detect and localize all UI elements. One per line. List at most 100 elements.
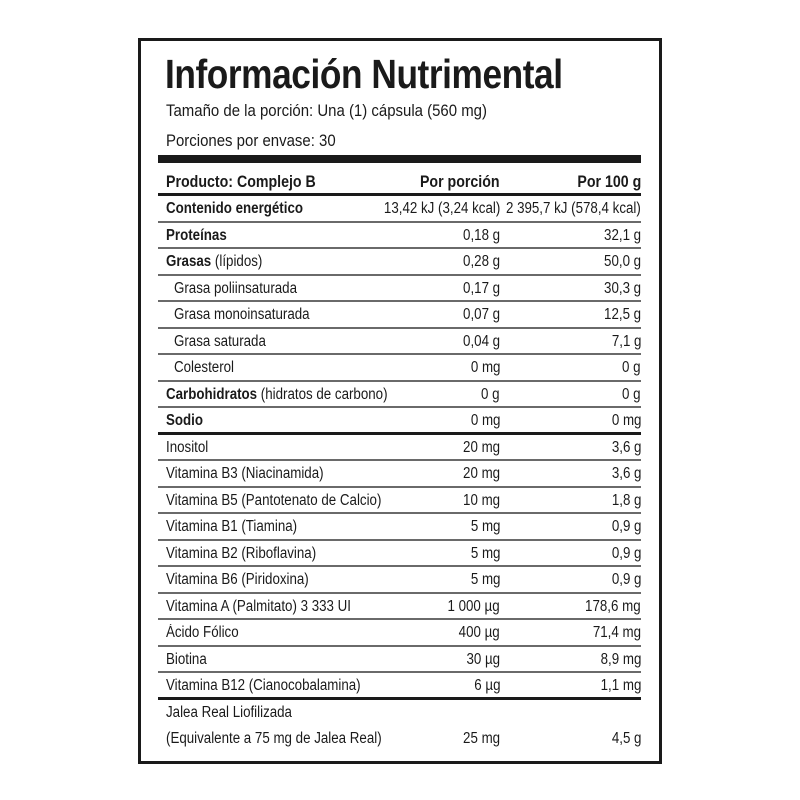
nutrient-name: Vitamina B5 (Pantotenato de Calcio) <box>166 492 381 510</box>
value-per-serving: 13,42 kJ (3,24 kcal) <box>383 200 500 217</box>
nutrient-name-text: Colesterol <box>174 359 235 376</box>
nutrient-name-bold: Contenido energético <box>166 200 304 217</box>
nutrient-name-text: Grasa poliinsaturada <box>174 279 298 297</box>
table-row: Vitamina B1 (Tiamina) 5 mg 0,9 g <box>158 514 641 541</box>
table-row: Inositol 20 mg 3,6 g <box>158 435 641 461</box>
nutrition-facts-label: Información Nutrimental Tamaño de la por… <box>138 38 662 764</box>
value-per-serving: 6 µg <box>473 677 500 694</box>
serving-size: Tamaño de la porción: Una (1) cápsula (5… <box>166 101 487 120</box>
nutrient-name: Grasas (lípidos) <box>166 253 262 271</box>
nutrient-name: Vitamina B2 (Riboflavina) <box>166 545 316 563</box>
nutrient-name: Biotina <box>166 651 207 669</box>
value-per-100g: 50,0 g <box>603 253 641 270</box>
value-per-100g: 30,3 g <box>603 279 641 297</box>
header-product: Producto: Complejo B <box>166 173 316 191</box>
value-per-100g: 2 395,7 kJ (578,4 kcal) <box>506 200 641 217</box>
nutrient-name-text: (lípidos) <box>211 253 263 270</box>
nutrient-name-bold: Proteínas <box>166 226 227 244</box>
value-per-100g: 3,6 g <box>611 465 641 482</box>
table-row: Contenido energético 13,42 kJ (3,24 kcal)… <box>158 196 641 223</box>
value-per-100g: 0 g <box>622 385 641 403</box>
table-row: (Equivalente a 75 mg de Jalea Real) 25 mg… <box>158 726 641 753</box>
table-row: Grasa poliinsaturada 0,17 g 30,3 g <box>158 276 641 302</box>
table-header: Producto: Complejo B Por porción Por 100… <box>158 166 641 196</box>
nutrient-name: Ácido Fólico <box>166 624 239 642</box>
value-per-serving: 0,04 g <box>462 332 500 350</box>
nutrient-name-text: Vitamina B5 (Pantotenato de Calcio) <box>166 491 382 509</box>
value-per-serving: 0,18 g <box>462 226 500 244</box>
nutrient-name-text: Grasa saturada <box>174 332 266 350</box>
value-per-serving: 20 mg <box>462 438 500 456</box>
nutrient-name: Sodio <box>166 412 203 430</box>
value-per-100g: 12,5 g <box>603 306 641 323</box>
nutrient-name: Vitamina B12 (Cianocobalamina) <box>166 677 361 695</box>
nutrient-name: Contenido energético <box>166 200 303 218</box>
nutrient-name-text: (hidratos de carbono) <box>257 385 388 403</box>
header-per-serving: Por porción <box>420 173 500 191</box>
value-per-100g: 178,6 mg <box>585 597 641 615</box>
value-per-serving: 0 mg <box>470 412 500 429</box>
nutrient-name: (Equivalente a 75 mg de Jalea Real) <box>166 730 382 748</box>
value-per-100g: 71,4 mg <box>592 624 641 641</box>
value-per-100g: 3,6 g <box>611 438 641 456</box>
nutrient-name: Vitamina B3 (Niacinamida) <box>166 465 324 483</box>
nutrient-name-text: Vitamina A (Palmitato) 3 333 UI <box>166 597 351 615</box>
nutrient-name-text: Jalea Real Liofilizada <box>166 703 292 721</box>
nutrient-name-text: (Equivalente a 75 mg de Jalea Real) <box>166 730 382 747</box>
nutrient-name: Jalea Real Liofilizada <box>166 704 292 722</box>
nutrient-name-text: Ácido Fólico <box>166 624 239 641</box>
value-per-serving: 5 mg <box>470 544 500 562</box>
nutrient-name-text: Vitamina B3 (Niacinamida) <box>166 465 324 482</box>
value-per-100g: 0,9 g <box>611 518 641 535</box>
value-per-100g: 4,5 g <box>611 730 641 747</box>
table-row: Biotina 30 µg 8,9 mg <box>158 647 641 673</box>
value-per-serving: 30 µg <box>466 650 500 668</box>
value-per-serving: 0,17 g <box>462 279 500 297</box>
value-per-serving: 5 mg <box>470 518 500 535</box>
table-row: Proteínas 0,18 g 32,1 g <box>158 223 641 249</box>
nutrient-name: Vitamina B1 (Tiamina) <box>166 518 297 536</box>
value-per-serving: 5 mg <box>470 571 500 588</box>
table-row: Carbohidratos (hidratos de carbono) 0 g 0 … <box>158 382 641 408</box>
nutrient-name: Colesterol <box>174 359 234 377</box>
value-per-serving: 1 000 µg <box>447 597 500 615</box>
nutrient-name-text: Vitamina B2 (Riboflavina) <box>166 544 317 562</box>
nutrient-name-text: Inositol <box>166 438 209 456</box>
table-row: Vitamina B2 (Riboflavina) 5 mg 0,9 g <box>158 541 641 567</box>
nutrient-name-text: Grasa monoinsaturada <box>174 306 310 323</box>
value-per-serving: 0,28 g <box>462 253 500 270</box>
nutrient-name: Grasa poliinsaturada <box>174 280 297 298</box>
table-row: Grasa monoinsaturada 0,07 g 12,5 g <box>158 302 641 329</box>
nutrient-name-bold: Sodio <box>166 412 204 429</box>
table-row: Colesterol 0 mg 0 g <box>158 355 641 382</box>
nutrition-table: Producto: Complejo B Por porción Por 100… <box>158 166 641 753</box>
nutrient-name: Carbohidratos (hidratos de carbono) <box>166 386 388 404</box>
nutrient-name-text: Vitamina B12 (Cianocobalamina) <box>166 677 361 694</box>
value-per-100g: 8,9 mg <box>600 650 641 668</box>
nutrient-name-bold: Carbohidratos <box>166 385 258 403</box>
table-row: Vitamina B6 (Piridoxina) 5 mg 0,9 g <box>158 567 641 594</box>
table-row: Vitamina B12 (Cianocobalamina) 6 µg 1,1 mg <box>158 673 641 700</box>
table-row: Vitamina B3 (Niacinamida) 20 mg 3,6 g <box>158 461 641 488</box>
table-row: Jalea Real Liofilizada <box>158 700 641 727</box>
value-per-100g: 7,1 g <box>611 332 641 350</box>
value-per-100g: 0 mg <box>611 412 641 429</box>
nutrient-name: Proteínas <box>166 227 227 245</box>
value-per-serving: 10 mg <box>462 491 500 509</box>
nutrient-name-text: Biotina <box>166 650 207 668</box>
nutrient-name: Inositol <box>166 439 208 457</box>
table-row: Vitamina B5 (Pantotenato de Calcio) 10 mg… <box>158 488 641 514</box>
value-per-100g: 0,9 g <box>611 571 641 588</box>
header-per-100g: Por 100 g <box>577 173 641 191</box>
value-per-serving: 0 g <box>481 385 500 403</box>
value-per-100g: 1,1 mg <box>600 677 641 694</box>
value-per-serving: 20 mg <box>462 465 500 482</box>
table-row: Sodio 0 mg 0 mg <box>158 408 641 435</box>
value-per-serving: 0,07 g <box>462 306 500 323</box>
servings-per-container: Porciones por envase: 30 <box>166 131 336 150</box>
table-row: Grasas (lípidos) 0,28 g 50,0 g <box>158 249 641 276</box>
divider-bar <box>158 155 641 163</box>
nutrient-name-text: Vitamina B1 (Tiamina) <box>166 518 298 535</box>
value-per-100g: 1,8 g <box>611 491 641 509</box>
value-per-serving: 400 µg <box>458 624 500 641</box>
